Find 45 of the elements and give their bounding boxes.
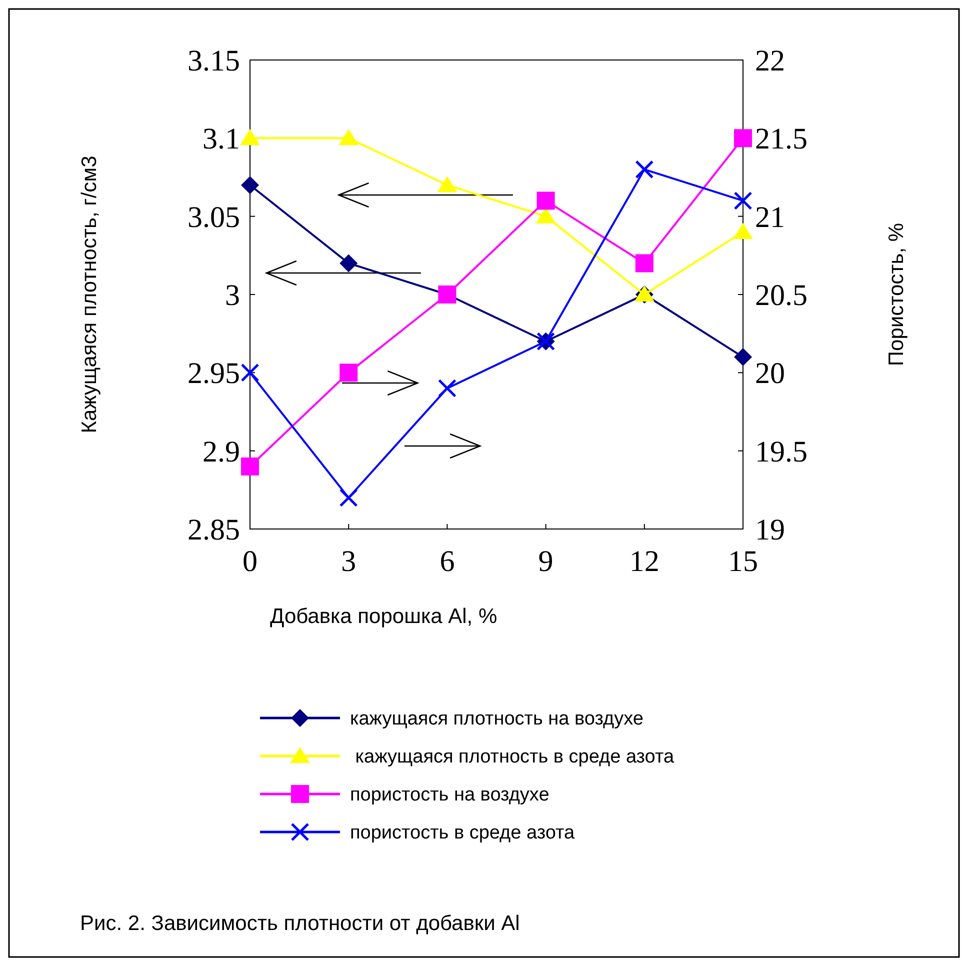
point [340, 364, 358, 382]
point [438, 379, 456, 398]
point [733, 222, 753, 239]
legend-label: пористость в среде азота [350, 822, 575, 844]
point [240, 129, 260, 146]
point [338, 129, 359, 146]
point [241, 176, 259, 194]
y2-tick-label: 20 [755, 357, 785, 390]
point [340, 254, 358, 272]
y2-axis-title: Пористость, % [885, 222, 908, 366]
y2-tick-label: 20.5 [755, 279, 808, 312]
legend-label: кажущаяся плотность на воздухе [350, 708, 644, 730]
x-tick-label: 0 [242, 545, 258, 578]
y2-tick-label: 22 [755, 44, 785, 78]
point [536, 192, 555, 210]
y2-tick-label: 21.5 [755, 122, 808, 156]
point [437, 176, 458, 192]
point [734, 348, 752, 366]
y-tick-label: 3.05 [188, 200, 240, 234]
y2-tick-label: 21 [755, 200, 785, 234]
legend-label: пористость на воздухе [350, 784, 550, 806]
y-tick-label: 2.85 [188, 514, 240, 546]
x-tick-label: 3 [341, 545, 356, 578]
point [734, 191, 752, 210]
x-tick-label: 12 [629, 545, 660, 578]
point [734, 129, 752, 148]
y-tick-label: 2.9 [202, 435, 240, 468]
y2-tick-label: 19.5 [755, 435, 808, 468]
text: Рис. 2. Зависимость плотности от добавки Al [80, 912, 520, 935]
point [241, 457, 259, 476]
y-axis-title: Кажущаяся плотность, г/см3 [78, 156, 101, 434]
x-tick-label: 9 [538, 545, 554, 578]
point [635, 160, 654, 179]
y-tick-label: 2.95 [188, 357, 240, 390]
x-tick-label: 15 [728, 545, 758, 578]
y-tick-label: 3 [225, 279, 240, 312]
point [240, 363, 260, 382]
y-tick-label: 3.15 [188, 44, 240, 78]
y-tick-label: 3.1 [202, 122, 240, 156]
legend-label: кажущаяся плотность в среде азота [350, 746, 674, 768]
point [339, 488, 358, 507]
x-axis-title: Добавка порошка Al, % [270, 605, 498, 628]
y2-tick-label: 19 [755, 514, 785, 546]
point [635, 254, 654, 272]
x-tick-label: 6 [440, 545, 455, 578]
